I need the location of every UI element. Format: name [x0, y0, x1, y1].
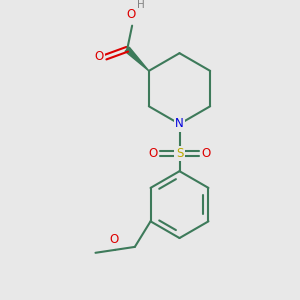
- Text: O: O: [110, 232, 119, 245]
- Text: O: O: [201, 147, 211, 160]
- Text: S: S: [176, 147, 183, 160]
- Text: O: O: [94, 50, 103, 63]
- Text: N: N: [175, 118, 184, 130]
- Text: O: O: [148, 147, 158, 160]
- Polygon shape: [125, 47, 149, 71]
- Text: H: H: [137, 0, 145, 10]
- Text: O: O: [127, 8, 136, 21]
